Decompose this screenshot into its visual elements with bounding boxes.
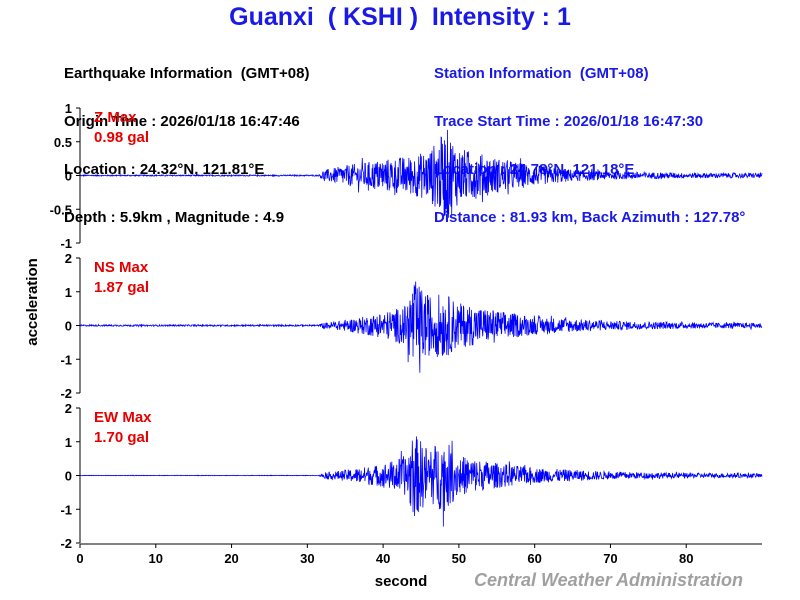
x-tick-label: 40 bbox=[376, 551, 390, 566]
max-label-z: Z Max bbox=[94, 109, 137, 126]
y-tick-label: 2 bbox=[65, 251, 72, 266]
max-label-ns: NS Max bbox=[94, 259, 149, 276]
max-label-ew: EW Max bbox=[94, 409, 152, 426]
origin-time: Origin Time : 2026/01/18 16:47:46 bbox=[64, 113, 300, 130]
x-axis-label: second bbox=[375, 573, 428, 590]
x-tick-label: 10 bbox=[149, 551, 163, 566]
y-tick-label: 1 bbox=[65, 101, 72, 116]
depth-magnitude: Depth : 5.9km , Magnitude : 4.9 bbox=[64, 209, 285, 226]
chart-title: Guanxi ( KSHI ) Intensity : 1 bbox=[229, 3, 571, 31]
y-tick-label: -2 bbox=[60, 536, 72, 551]
earthquake-info: Earthquake Information (GMT+08) Origin T… bbox=[64, 34, 309, 242]
y-tick-label: 0 bbox=[65, 169, 72, 184]
earthquake-info-heading: Earthquake Information (GMT+08) bbox=[64, 65, 310, 82]
max-value-z: 0.98 gal bbox=[94, 129, 149, 146]
x-tick-label: 30 bbox=[300, 551, 314, 566]
trace-start-time: Trace Start Time : 2026/01/18 16:47:30 bbox=[434, 113, 704, 130]
x-tick-label: 80 bbox=[679, 551, 693, 566]
trace-ew bbox=[79, 436, 763, 527]
distance-azimuth: Distance : 81.93 km, Back Azimuth : 127.… bbox=[434, 209, 746, 226]
y-tick-label: -0.5 bbox=[50, 202, 72, 217]
x-tick-label: 50 bbox=[452, 551, 466, 566]
y-tick-label: 1 bbox=[65, 285, 72, 300]
x-tick-label: 70 bbox=[603, 551, 617, 566]
y-tick-label: 0 bbox=[65, 319, 72, 334]
y-tick-label: -1 bbox=[60, 352, 72, 367]
y-tick-label: 0.5 bbox=[54, 135, 72, 150]
max-value-ew: 1.70 gal bbox=[94, 429, 149, 446]
x-tick-label: 20 bbox=[224, 551, 238, 566]
y-tick-label: -1 bbox=[60, 502, 72, 517]
y-tick-label: 1 bbox=[65, 435, 72, 450]
y-tick-label: 2 bbox=[65, 401, 72, 416]
y-tick-label: 0 bbox=[65, 469, 72, 484]
footer-credit: Central Weather Administration bbox=[474, 570, 744, 590]
trace-ns bbox=[79, 281, 763, 373]
x-tick-label: 60 bbox=[527, 551, 541, 566]
y-tick-label: -2 bbox=[60, 386, 72, 401]
station-info-heading: Station Information (GMT+08) bbox=[434, 65, 649, 82]
y-axis-label: acceleration bbox=[24, 258, 41, 346]
y-tick-label: -1 bbox=[60, 236, 72, 251]
trace-z bbox=[79, 129, 763, 218]
max-value-ns: 1.87 gal bbox=[94, 279, 149, 296]
x-tick-label: 0 bbox=[76, 551, 83, 566]
